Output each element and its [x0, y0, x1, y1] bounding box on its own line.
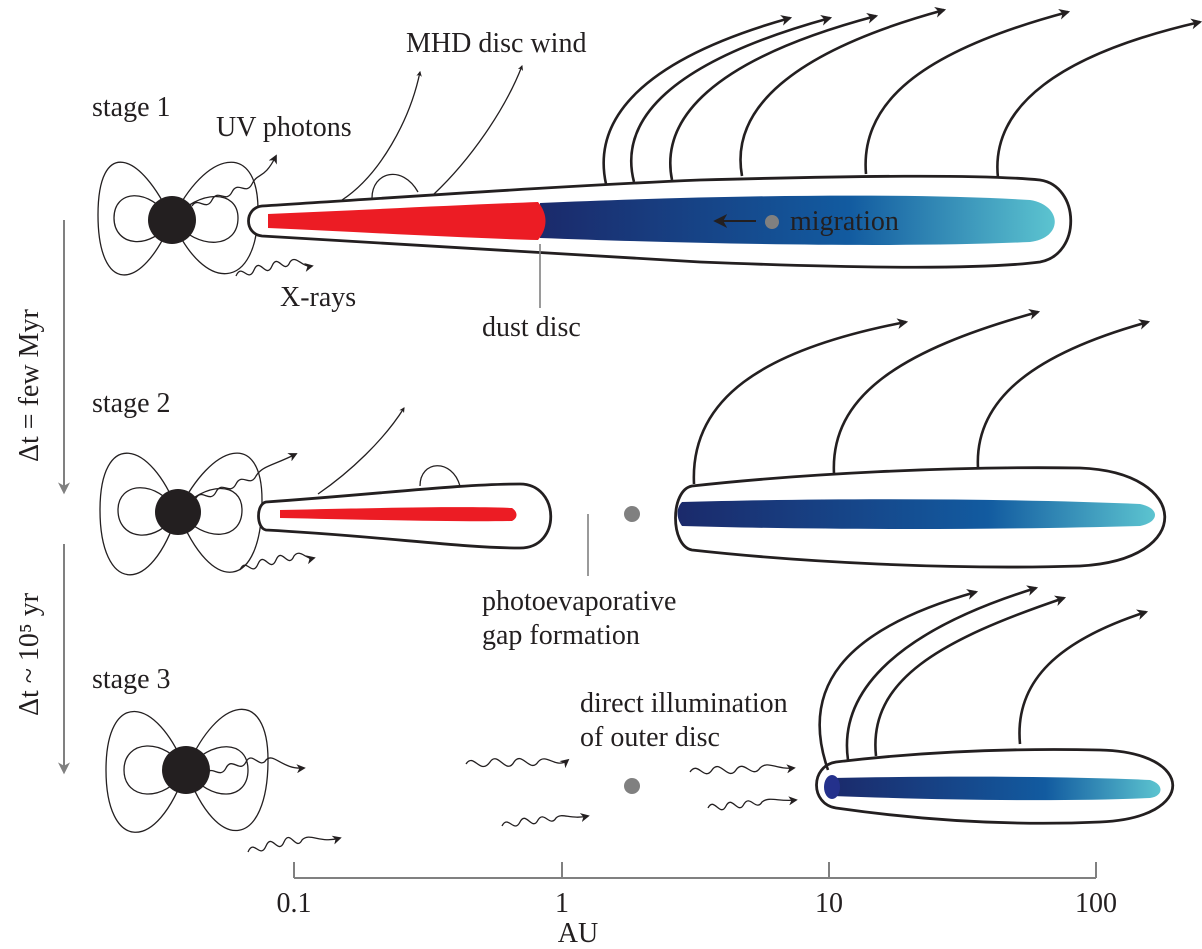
stage-2-xray-arrow — [239, 552, 316, 571]
mhd-disc-wind-label: MHD disc wind — [406, 28, 586, 59]
uv-photons-label: UV photons — [216, 112, 352, 143]
gap-xray-arrow-1 — [501, 813, 590, 827]
au-axis: 0.1 1 10 100 AU — [277, 862, 1117, 949]
axis-tick-label-0.1: 0.1 — [277, 888, 312, 919]
stage-3-group — [105, 585, 1174, 853]
axis-label: AU — [558, 918, 598, 949]
stage-3-star — [162, 746, 210, 794]
time-arrows: Δt = few Myr Δt ~ 10⁵ yr — [14, 220, 70, 775]
illumination-label-line1: direct illumination — [580, 688, 788, 719]
stage-1-planet — [765, 215, 779, 229]
stage-2-star — [155, 489, 201, 535]
stage-1-gas-fill — [540, 195, 1055, 245]
xrays-label: X-rays — [280, 282, 356, 313]
stage-3-photoevaporative-wind — [818, 585, 1149, 771]
stage-2-dust-disc — [280, 507, 517, 522]
gap-xray-arrow-2 — [707, 796, 798, 811]
axis-tick-label-1: 1 — [555, 888, 569, 919]
stage-3-uv-photon-arrow — [205, 757, 306, 775]
stage-1-photoevaporative-wind — [602, 7, 1202, 185]
stage-3-magnetosphere — [105, 708, 269, 833]
stage-3-label: stage 3 — [92, 664, 171, 695]
stage-3-xray-arrow — [247, 835, 342, 853]
dust-disc-label: dust disc — [482, 312, 581, 343]
stage-1-mhd-wind — [341, 64, 523, 201]
gap-label-line1: photoevaporative — [482, 586, 676, 617]
illumination-label-line2: of outer disc — [580, 722, 720, 753]
axis-tick-label-100: 100 — [1075, 888, 1117, 919]
stage-2-uv-photon-arrow — [195, 453, 298, 499]
stage-1-xray-arrow — [235, 258, 314, 277]
stage-2-magnetosphere — [99, 452, 263, 576]
stage-1-label: stage 1 — [92, 92, 171, 123]
gap-uv-photon-arrow-1 — [465, 757, 570, 769]
stage-1-star — [148, 196, 196, 244]
stage-3-disc-inner-rim — [824, 775, 840, 799]
migration-label: migration — [790, 206, 899, 237]
time-interval-2-label: Δt ~ 10⁵ yr — [14, 592, 45, 716]
stage-2-mhd-wind — [317, 407, 405, 495]
stage-1-group — [97, 7, 1202, 308]
stage-2-gas-fill — [677, 499, 1155, 529]
stage-2-planet — [624, 506, 640, 522]
time-interval-1-label: Δt = few Myr — [14, 309, 45, 462]
stage-2-label: stage 2 — [92, 388, 171, 419]
gap-label-line2: gap formation — [482, 620, 640, 651]
stage-2-photoevaporative-wind — [692, 309, 1151, 485]
stage-1-uv-photon-arrow — [191, 154, 277, 207]
stage-3-gas-fill — [832, 776, 1161, 801]
stage-1-dust-disc — [268, 202, 546, 240]
stage-3-planet — [624, 778, 640, 794]
gap-uv-photon-arrow-2 — [689, 764, 796, 775]
stage-2-group — [99, 309, 1167, 576]
axis-tick-label-10: 10 — [815, 888, 843, 919]
stage-2-field-loop — [419, 465, 461, 487]
